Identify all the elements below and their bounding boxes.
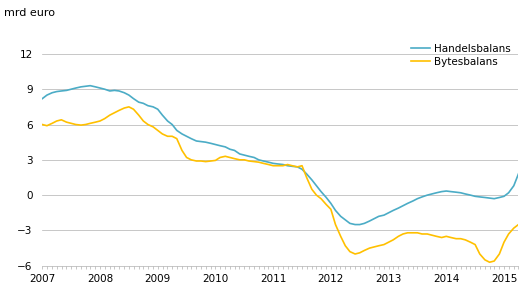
Bytesbalans (126, 105, 132, 109)
Bytesbalans (501, 240, 507, 244)
Bytesbalans (515, 223, 522, 226)
Handelsbalans (352, 223, 358, 226)
Bytesbalans (289, 164, 295, 168)
Handelsbalans (501, 194, 507, 198)
Legend: Handelsbalans, Bytesbalans: Handelsbalans, Bytesbalans (409, 41, 513, 69)
Handelsbalans (289, 165, 295, 168)
Line: Bytesbalans: Bytesbalans (42, 107, 518, 262)
Handelsbalans (486, 196, 492, 200)
Handelsbalans (39, 97, 45, 101)
Handelsbalans (327, 201, 334, 205)
Bytesbalans (482, 258, 488, 262)
Line: Handelsbalans: Handelsbalans (42, 86, 518, 225)
Bytesbalans (135, 113, 142, 117)
Bytesbalans (154, 129, 161, 132)
Handelsbalans (154, 108, 161, 111)
Handelsbalans (87, 84, 94, 88)
Text: mrd euro: mrd euro (4, 8, 55, 18)
Bytesbalans (327, 207, 334, 211)
Handelsbalans (135, 100, 142, 104)
Bytesbalans (486, 260, 492, 264)
Handelsbalans (515, 172, 522, 176)
Bytesbalans (39, 123, 45, 126)
